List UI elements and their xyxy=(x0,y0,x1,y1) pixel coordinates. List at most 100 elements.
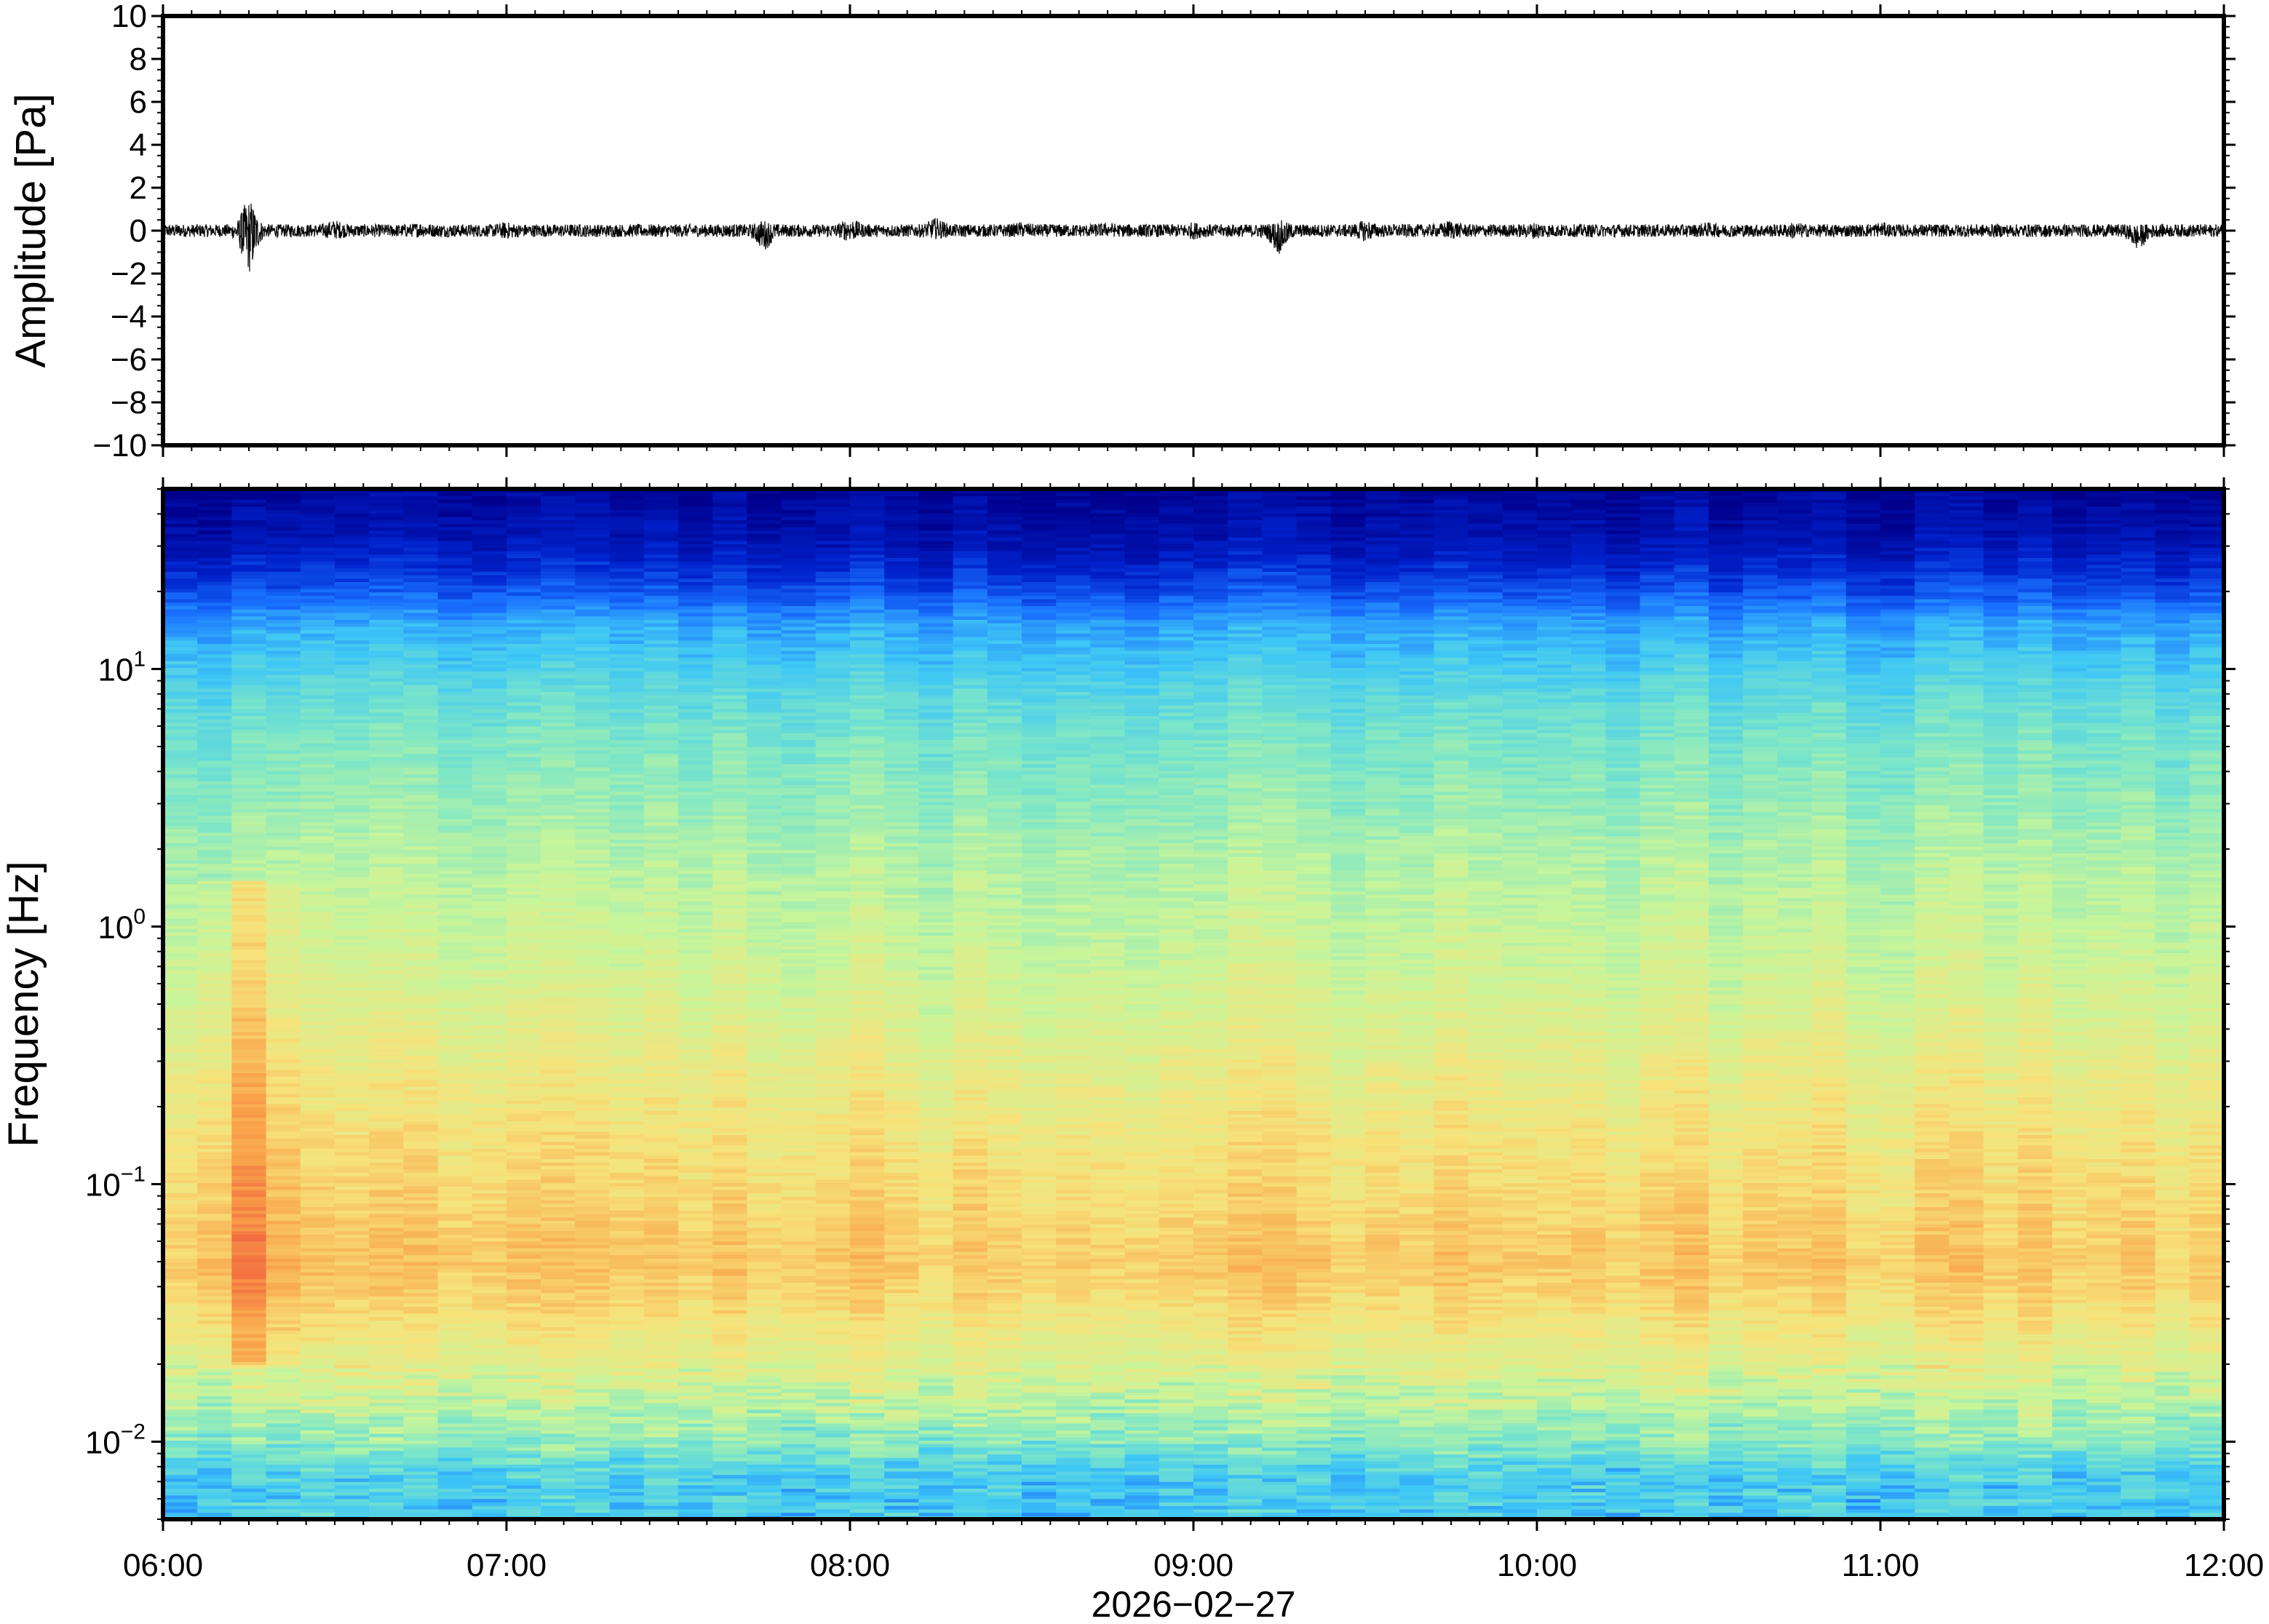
heatmap-cell xyxy=(437,1151,473,1156)
heatmap-cell xyxy=(403,561,439,565)
heatmap-cell xyxy=(231,959,267,963)
heatmap-cell xyxy=(575,753,611,757)
heatmap-cell xyxy=(506,832,541,837)
heatmap-cell xyxy=(197,1203,232,1208)
heatmap-cell xyxy=(231,554,267,558)
heatmap-cell xyxy=(575,853,611,857)
heatmap-cell xyxy=(197,771,232,775)
heatmap-cell xyxy=(369,1090,404,1094)
heatmap-cell xyxy=(541,952,576,957)
heatmap-cell xyxy=(335,979,370,984)
heatmap-cell xyxy=(163,805,198,809)
heatmap-cell xyxy=(369,893,404,899)
heatmap-cell xyxy=(369,1358,404,1362)
heatmap-cell xyxy=(643,805,679,809)
heatmap-cell xyxy=(643,801,679,805)
heatmap-cell xyxy=(335,547,370,552)
heatmap-cell xyxy=(541,993,576,998)
heatmap-cell xyxy=(541,1086,576,1091)
heatmap-cell xyxy=(609,1121,645,1125)
heatmap-cell xyxy=(266,719,301,723)
heatmap-cell xyxy=(575,1289,611,1294)
heatmap-cell xyxy=(266,1262,301,1266)
heatmap-cell xyxy=(197,664,232,669)
heatmap-cell xyxy=(335,1151,370,1156)
heatmap-cell xyxy=(369,1354,404,1358)
heatmap-cell xyxy=(163,801,198,805)
heatmap-cell xyxy=(609,544,645,548)
heatmap-cell xyxy=(609,805,645,809)
heatmap-cell xyxy=(609,1374,645,1380)
heatmap-cell xyxy=(300,1138,335,1142)
heatmap-cell xyxy=(335,1004,370,1008)
heatmap-cell xyxy=(472,1484,507,1489)
heatmap-cell xyxy=(506,849,541,853)
heatmap-cell xyxy=(300,1210,335,1214)
heatmap-cell xyxy=(266,1310,301,1314)
heatmap-cell xyxy=(472,1110,507,1115)
heatmap-cell xyxy=(403,911,439,915)
heatmap-cell xyxy=(575,1430,611,1434)
heatmap-cell xyxy=(369,1372,404,1376)
heatmap-cell xyxy=(575,712,611,717)
heatmap-cell xyxy=(472,1182,507,1187)
heatmap-cell xyxy=(403,550,439,555)
heatmap-cell xyxy=(472,578,507,583)
heatmap-cell xyxy=(437,1186,473,1190)
heatmap-cell xyxy=(403,677,439,682)
heatmap-cell xyxy=(541,733,576,737)
heatmap-cell xyxy=(403,1028,439,1032)
heatmap-cell xyxy=(575,997,611,1001)
heatmap-cell xyxy=(163,1131,198,1135)
heatmap-cell xyxy=(231,1316,267,1321)
heatmap-cell xyxy=(266,747,301,751)
heatmap-cell xyxy=(266,835,301,840)
heatmap-cell xyxy=(643,1196,679,1201)
heatmap-cell xyxy=(472,911,507,915)
heatmap-cell xyxy=(300,901,335,905)
heatmap-cell xyxy=(403,1368,439,1372)
heatmap-cell xyxy=(369,918,404,923)
heatmap-cell xyxy=(437,966,473,971)
heatmap-cell xyxy=(575,1110,611,1115)
heatmap-cell xyxy=(609,557,645,562)
heatmap-cell xyxy=(643,1148,679,1153)
heatmap-cell xyxy=(506,550,541,555)
heatmap-cell xyxy=(541,829,576,833)
heatmap-cell xyxy=(643,1248,679,1252)
heatmap-cell xyxy=(300,530,335,534)
heatmap-cell xyxy=(335,880,370,885)
heatmap-cell xyxy=(231,1450,267,1454)
heatmap-cell xyxy=(541,667,576,672)
heatmap-cell xyxy=(575,619,611,624)
heatmap-cell xyxy=(403,901,439,905)
heatmap-cell xyxy=(575,1508,611,1513)
heatmap-cell xyxy=(609,629,645,634)
heatmap-cell xyxy=(403,1396,439,1400)
heatmap-cell xyxy=(506,856,541,861)
heatmap-cell xyxy=(643,1121,679,1125)
heatmap-cell xyxy=(643,891,679,895)
heatmap-cell xyxy=(231,1254,267,1259)
heatmap-cell xyxy=(266,1217,301,1221)
heatmap-cell xyxy=(197,1182,232,1187)
heatmap-cell xyxy=(506,729,541,733)
heatmap-cell xyxy=(266,1158,301,1163)
heatmap-cell xyxy=(369,1498,404,1502)
heatmap-cell xyxy=(369,949,404,953)
heatmap-cell xyxy=(506,1189,541,1194)
heatmap-cell xyxy=(231,685,267,689)
heatmap-cell xyxy=(506,955,541,960)
heatmap-cell xyxy=(472,1350,507,1356)
heatmap-cell xyxy=(197,1176,232,1180)
heatmap-cell xyxy=(541,1021,576,1025)
heatmap-cell xyxy=(300,1382,335,1386)
heatmap-cell xyxy=(575,1148,611,1153)
heatmap-cell xyxy=(575,674,611,679)
heatmap-cell xyxy=(506,1182,541,1187)
heatmap-cell xyxy=(266,1470,301,1476)
heatmap-cell xyxy=(678,1388,713,1393)
heatmap-cell xyxy=(300,1316,335,1321)
heatmap-cell xyxy=(437,729,473,733)
heatmap-cell xyxy=(300,918,335,923)
